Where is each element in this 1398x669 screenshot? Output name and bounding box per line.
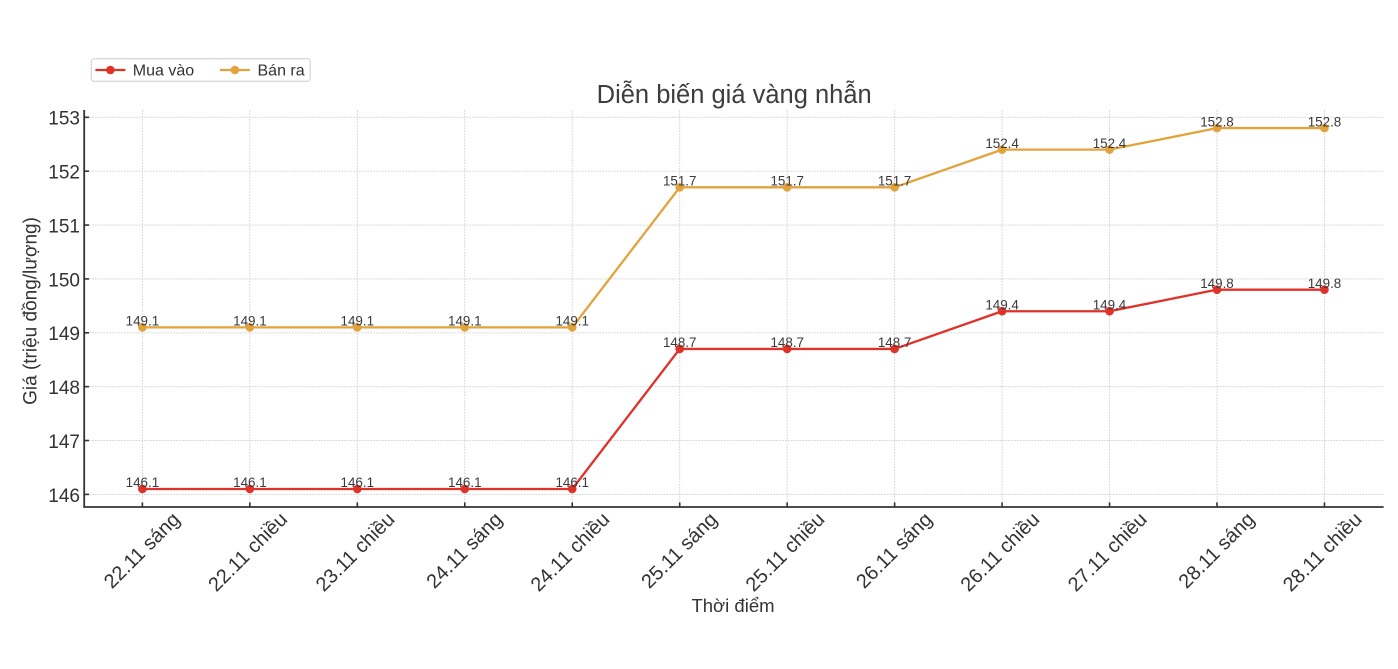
svg-text:152.8: 152.8 — [1200, 114, 1234, 129]
svg-text:152.8: 152.8 — [1308, 114, 1342, 129]
svg-text:146.1: 146.1 — [233, 475, 267, 490]
svg-text:149.1: 149.1 — [341, 314, 375, 329]
svg-text:152.4: 152.4 — [985, 136, 1019, 151]
svg-text:149.1: 149.1 — [126, 314, 160, 329]
svg-text:149.1: 149.1 — [555, 314, 589, 329]
svg-text:Diễn biến giá vàng nhẫn: Diễn biến giá vàng nhẫn — [597, 80, 872, 109]
svg-text:146.1: 146.1 — [448, 475, 482, 490]
svg-text:146.1: 146.1 — [126, 475, 160, 490]
svg-text:149.4: 149.4 — [1093, 297, 1127, 312]
svg-text:148.7: 148.7 — [663, 335, 697, 350]
svg-text:148: 148 — [48, 378, 80, 399]
svg-text:151.7: 151.7 — [770, 174, 804, 189]
svg-text:149.8: 149.8 — [1200, 276, 1234, 291]
svg-text:Mua vào: Mua vào — [133, 63, 194, 80]
svg-text:148.7: 148.7 — [770, 335, 804, 350]
svg-text:153: 153 — [48, 109, 80, 130]
svg-text:146.1: 146.1 — [341, 475, 375, 490]
svg-text:149: 149 — [48, 324, 80, 345]
svg-text:146.1: 146.1 — [555, 475, 589, 490]
svg-text:151: 151 — [48, 216, 80, 237]
svg-text:Giá (triệu đồng/lượng): Giá (triệu đồng/lượng) — [20, 217, 41, 405]
svg-text:Thời điểm: Thời điểm — [691, 595, 774, 616]
svg-text:149.1: 149.1 — [448, 314, 482, 329]
svg-text:152.4: 152.4 — [1093, 136, 1127, 151]
svg-text:149.8: 149.8 — [1308, 276, 1342, 291]
svg-text:148.7: 148.7 — [878, 335, 912, 350]
svg-text:151.7: 151.7 — [663, 174, 697, 189]
svg-text:147: 147 — [48, 432, 80, 453]
svg-text:149.1: 149.1 — [233, 314, 267, 329]
svg-text:152: 152 — [48, 163, 80, 184]
svg-text:Bán ra: Bán ra — [258, 63, 305, 80]
svg-text:149.4: 149.4 — [985, 297, 1019, 312]
svg-text:150: 150 — [48, 270, 80, 291]
svg-text:151.7: 151.7 — [878, 174, 912, 189]
svg-text:146: 146 — [48, 486, 80, 507]
